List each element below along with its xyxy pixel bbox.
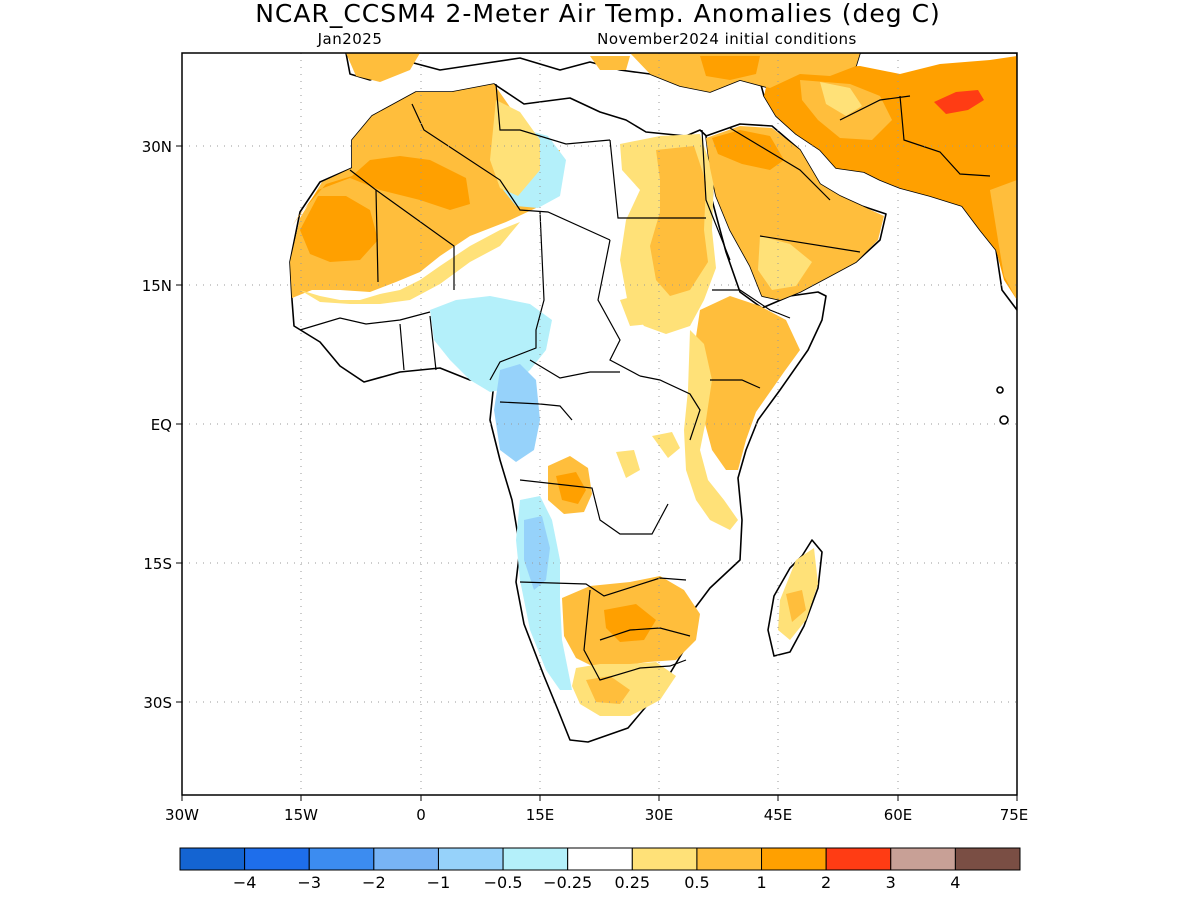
anomaly-region (524, 516, 550, 590)
anomaly-region (556, 472, 586, 504)
colorbar: −4 −3 −2 −1 −0.5 −0.25 0.25 0.5 1 2 3 4 (179, 847, 1021, 892)
lon-tick-label: 0 (416, 806, 426, 824)
colorbar-swatch (373, 847, 439, 871)
lon-tick-label: 75E (1000, 806, 1029, 824)
anomaly-region (616, 450, 640, 478)
lon-tick-label: 45E (764, 806, 793, 824)
lon-tick-label: 60E (884, 806, 913, 824)
colorbar-swatch (631, 847, 698, 871)
lat-tick-label: 30S (143, 694, 172, 712)
colorbar-label: 0.25 (614, 873, 650, 892)
valid-month-label: Jan2025 (317, 30, 383, 48)
lon-tick-label: 15E (526, 806, 555, 824)
anomaly-region (820, 82, 862, 116)
colorbar-label: −3 (297, 873, 321, 892)
colorbar-swatch (308, 847, 375, 871)
anomaly-region (300, 196, 378, 262)
anomaly-region (694, 296, 800, 470)
anomaly-region (684, 330, 738, 530)
colorbar-swatch (696, 847, 763, 871)
country-borders (299, 83, 991, 681)
lon-tick-label: 30W (165, 806, 199, 824)
anomaly-region (758, 236, 812, 290)
island (996, 386, 1004, 394)
lon-tick-label: 30E (645, 806, 674, 824)
colorbar-label: 4 (950, 873, 960, 892)
lon-tick-label: 15W (284, 806, 318, 824)
anomaly-region (620, 294, 656, 326)
map-title: NCAR_CCSM4 2-Meter Air Temp. Anomalies (… (255, 0, 941, 28)
colorbar-swatch (567, 847, 633, 871)
colorbar-swatch (437, 847, 504, 871)
anomaly-region (786, 590, 806, 622)
lat-tick-label: 15N (142, 277, 172, 295)
anomaly-region (934, 90, 984, 114)
anomaly-region (292, 156, 470, 226)
colorbar-swatch (825, 847, 892, 871)
lat-tick-label: EQ (151, 416, 172, 434)
gridlines (182, 53, 1017, 795)
initial-conditions-label: November2024 initial conditions (597, 30, 857, 48)
colorbar-swatch (761, 847, 827, 871)
colorbar-label: −2 (362, 873, 386, 892)
colorbar-swatch (502, 847, 569, 871)
colorbar-swatch (890, 847, 956, 871)
island (999, 415, 1009, 425)
colorbar-swatch (954, 847, 1021, 871)
lon-axis: 30W 15W 0 15E 30E 45E 60E 75E (165, 795, 1028, 824)
anomaly-region (990, 180, 1017, 300)
colorbar-swatch (244, 847, 310, 871)
anomaly-region (300, 222, 520, 304)
map-area (182, 53, 1017, 795)
lat-tick-label: 30N (142, 138, 172, 156)
colorbar-label: −0.25 (543, 873, 592, 892)
anomaly-region (712, 130, 784, 170)
colorbar-label: 2 (821, 873, 831, 892)
colorbar-label: 0.5 (684, 873, 709, 892)
colorbar-label: 3 (886, 873, 896, 892)
anomaly-region (494, 364, 540, 462)
anomaly-region (490, 100, 540, 196)
anomaly-region (604, 604, 656, 642)
colorbar-label: 1 (756, 873, 766, 892)
anomaly-shading (290, 53, 1017, 716)
colorbar-label: −0.5 (484, 873, 523, 892)
lat-tick-label: 15S (143, 555, 172, 573)
colorbar-label: −1 (427, 873, 451, 892)
colorbar-swatch (179, 847, 246, 871)
anomaly-region (590, 56, 630, 70)
lat-axis: 30N 15N EQ 15S 30S (142, 138, 182, 712)
anomaly-region (650, 146, 708, 296)
anomaly-region (586, 676, 630, 704)
anomaly-region (700, 56, 760, 80)
colorbar-label: −4 (233, 873, 257, 892)
anomaly-region (346, 53, 420, 82)
anomaly-region (706, 126, 884, 300)
